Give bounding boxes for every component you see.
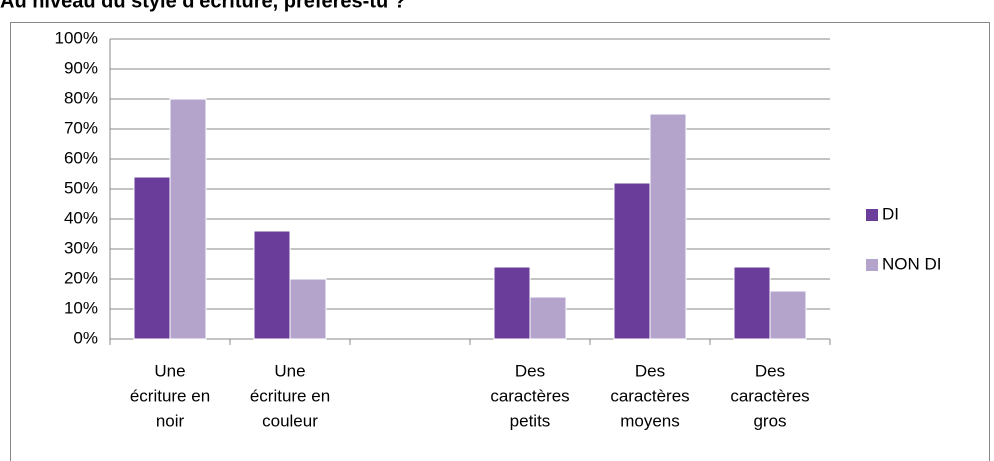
bar bbox=[289, 278, 327, 340]
y-tick-label: 60% bbox=[64, 148, 98, 167]
y-tick-label: 80% bbox=[64, 88, 98, 107]
x-tick-label: Une bbox=[274, 361, 305, 380]
y-tick-label: 20% bbox=[64, 268, 98, 287]
legend-label: DI bbox=[882, 204, 899, 223]
bar bbox=[613, 182, 651, 340]
y-tick-label: 0% bbox=[73, 328, 98, 347]
y-tick-label: 90% bbox=[64, 58, 98, 77]
bar bbox=[733, 266, 771, 340]
x-tick-label: caractères bbox=[730, 386, 809, 405]
y-tick-label: 50% bbox=[64, 178, 98, 197]
chart-title: Au niveau du style d'écriture, préfères-… bbox=[0, 0, 406, 12]
y-tick-label: 40% bbox=[64, 208, 98, 227]
x-tick-label: gros bbox=[753, 411, 786, 430]
bar bbox=[769, 290, 807, 340]
legend-swatch bbox=[866, 209, 878, 221]
chart-frame bbox=[10, 22, 990, 461]
x-tick-label: noir bbox=[156, 411, 185, 430]
bar bbox=[493, 266, 531, 340]
legend-label: NON DI bbox=[882, 254, 942, 273]
bar bbox=[253, 230, 291, 340]
x-tick-label: caractères bbox=[490, 386, 569, 405]
x-tick-label: Des bbox=[635, 361, 665, 380]
legend-swatch bbox=[866, 259, 878, 271]
x-tick-label: écriture en bbox=[250, 386, 330, 405]
bar bbox=[529, 296, 567, 340]
x-tick-label: écriture en bbox=[130, 386, 210, 405]
bar bbox=[169, 98, 207, 340]
x-tick-label: couleur bbox=[262, 411, 318, 430]
y-tick-label: 10% bbox=[64, 298, 98, 317]
x-tick-label: Des bbox=[755, 361, 785, 380]
x-tick-label: Une bbox=[154, 361, 185, 380]
x-tick-label: petits bbox=[510, 411, 551, 430]
y-tick-label: 100% bbox=[55, 28, 98, 47]
x-tick-label: moyens bbox=[620, 411, 680, 430]
bar bbox=[649, 113, 687, 340]
y-tick-label: 30% bbox=[64, 238, 98, 257]
y-tick-label: 70% bbox=[64, 118, 98, 137]
x-tick-label: caractères bbox=[610, 386, 689, 405]
bar bbox=[133, 176, 171, 340]
x-tick-label: Des bbox=[515, 361, 545, 380]
